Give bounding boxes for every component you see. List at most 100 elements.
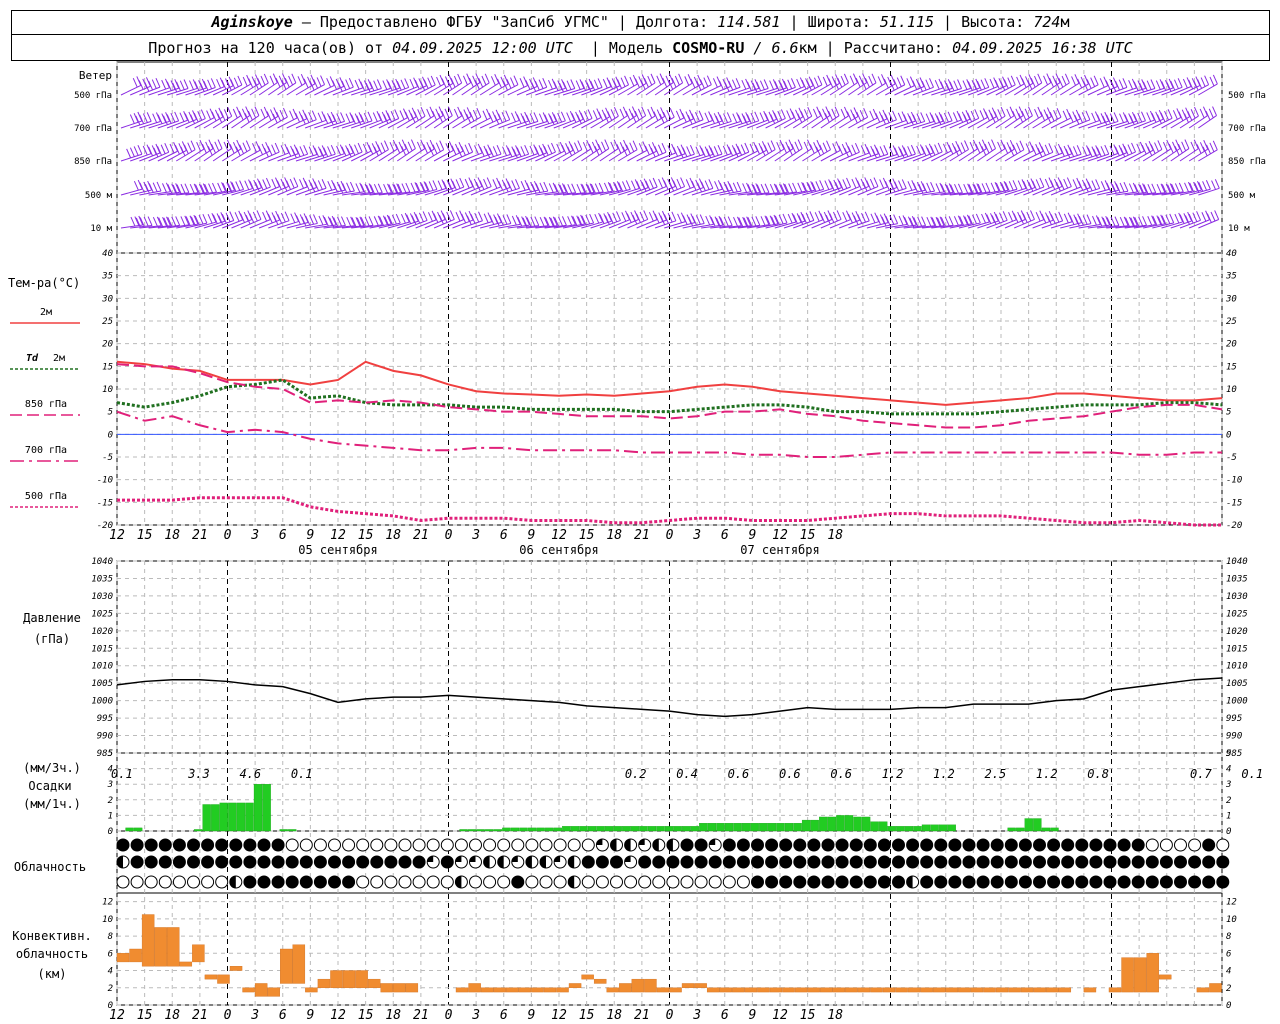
wind-barb-feather — [638, 76, 644, 86]
wind-barb-feather — [481, 75, 487, 86]
wind-barb-feather — [198, 183, 204, 194]
wind-barb — [802, 75, 823, 96]
wind-barb-feather — [671, 211, 677, 221]
wind-barb-feather — [319, 148, 325, 159]
wind-barb — [921, 142, 943, 162]
wind-barb-feather — [879, 146, 885, 156]
cloud-symbol — [793, 838, 807, 852]
time-tick-label-bottom: 12 — [109, 1008, 125, 1023]
wind-barb-feather — [625, 110, 631, 121]
wind-barb-staff — [553, 224, 576, 229]
wind-barb-feather — [971, 80, 977, 90]
wind-barb-staff — [710, 120, 732, 129]
wind-barb-feather — [558, 183, 563, 194]
wind-barb-feather — [474, 212, 480, 223]
wind-barb-feather — [610, 141, 616, 152]
cloud-symbol — [144, 875, 158, 889]
wind-barb-feather — [780, 184, 786, 194]
wind-barb-feather — [1007, 77, 1013, 87]
wind-barb-feather — [603, 182, 609, 193]
cloud-overcast-icon — [863, 838, 877, 852]
wind-barb-staff — [820, 115, 840, 129]
cloud-half-fill — [117, 856, 123, 868]
wind-barb-staff — [627, 149, 647, 162]
wind-barb-feather — [705, 215, 711, 226]
pressure-tick-left: 990 — [97, 732, 113, 742]
wind-barb-feather — [622, 146, 628, 156]
wind-barb-feather — [336, 181, 342, 192]
wind-barb-feather — [1141, 79, 1147, 89]
wind-barb-feather — [699, 214, 705, 224]
wind-barb-staff — [894, 153, 916, 162]
wind-barb-feather — [1000, 106, 1006, 117]
wind-barb-staff — [351, 191, 374, 196]
wind-barb-staff — [415, 188, 438, 196]
wind-barb — [1170, 77, 1192, 96]
wind-barb-feather — [1160, 112, 1166, 122]
cloud-symbol — [793, 875, 807, 889]
wind-barb-staff — [783, 86, 805, 96]
wind-barb-feather — [607, 111, 613, 121]
precip-bar — [1024, 818, 1033, 832]
wind-barb-staff — [415, 115, 435, 129]
wind-barb-staff — [148, 87, 170, 96]
wind-barb-feather — [275, 77, 281, 88]
wind-barb-feather — [345, 145, 351, 155]
cloud-symbol — [539, 838, 553, 852]
wind-barb-feather — [196, 142, 202, 152]
cloud-clear-icon — [581, 875, 595, 889]
cloud-overcast-icon — [877, 838, 891, 852]
cloud-symbol — [849, 875, 863, 889]
wind-barb — [305, 179, 327, 196]
wind-barb — [479, 74, 500, 96]
precip-3h-label: 0.8 — [1087, 767, 1109, 781]
wind-barb-feather — [999, 181, 1005, 192]
wind-barb — [912, 143, 934, 162]
cloud-clear-icon — [440, 875, 454, 889]
wind-barb — [608, 180, 631, 196]
wind-barb-feather — [503, 182, 509, 193]
time-tick-label: 21 — [192, 528, 208, 543]
wind-level-right: 10 м — [1228, 224, 1250, 234]
wind-barb-staff — [572, 222, 594, 229]
cloud-overcast-icon — [370, 855, 384, 869]
cloud-symbol — [1089, 875, 1103, 889]
wind-barb-feather — [183, 79, 189, 89]
wind-barb-staff — [286, 82, 306, 96]
wind-barb — [912, 216, 936, 229]
cloud-symbol — [652, 875, 666, 889]
legend-td-label: Td — [26, 353, 39, 364]
wind-barb-feather — [995, 213, 1001, 224]
wind-barb — [222, 106, 242, 129]
wind-barb — [885, 179, 907, 196]
wind-barb — [222, 75, 243, 96]
wind-barb-feather — [850, 109, 856, 119]
wind-barb-feather — [1037, 73, 1043, 84]
wind-barb — [249, 177, 271, 196]
wind-barb-feather — [794, 141, 800, 152]
wind-barb — [903, 144, 925, 162]
wind-barb-feather — [901, 145, 907, 155]
wind-barb — [443, 73, 463, 96]
wind-barb-staff — [1161, 191, 1184, 196]
wind-barb-feather — [1199, 108, 1205, 119]
wind-barb-feather — [1091, 180, 1097, 190]
wind-barb-feather — [802, 182, 808, 193]
cloud-overcast-icon — [920, 838, 934, 852]
wind-barb-feather — [441, 110, 447, 121]
wind-barb-feather — [1111, 82, 1117, 92]
wind-barb — [212, 211, 235, 229]
cloud-overcast-icon — [990, 855, 1004, 869]
wind-barb-staff — [774, 191, 797, 196]
wind-barb-feather — [846, 177, 851, 188]
wind-barb-feather — [523, 76, 529, 86]
precip-tick-left: 2 — [108, 796, 113, 806]
cloud-clear-icon — [426, 875, 440, 889]
wind-barb-feather — [1199, 142, 1205, 152]
wind-barb-feather — [788, 183, 794, 193]
wind-barb-feather — [817, 75, 823, 86]
conv-cloud-bar — [895, 987, 908, 993]
wind-barb-feather — [162, 183, 167, 193]
wind-barb-feather — [613, 106, 619, 117]
wind-barb-staff — [1060, 186, 1081, 196]
